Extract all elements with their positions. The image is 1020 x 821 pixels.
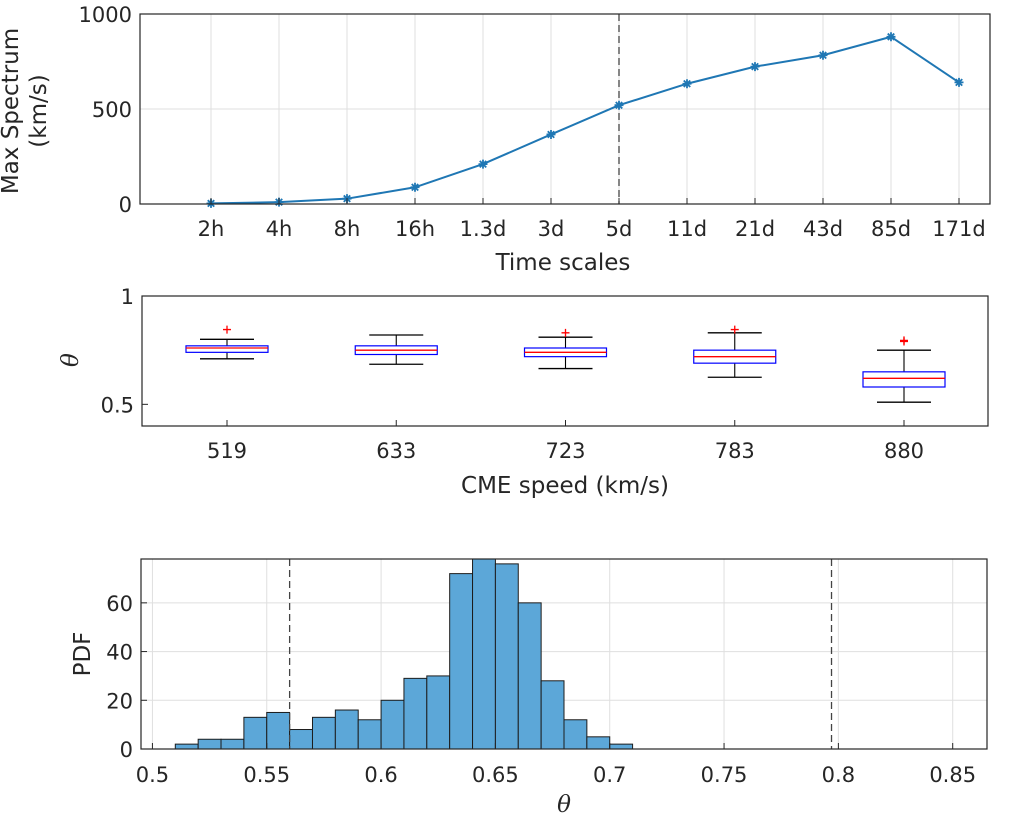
time-scale-line-panel: 2h 4h 8h 16h 1.3d 3d 5d 11d 21d 43d 85d 171d 0 500 100… [0, 3, 991, 276]
histogram-bar [472, 558, 496, 750]
data-point-marker [954, 77, 964, 87]
x-tick-label: 633 [376, 439, 416, 463]
histogram-bar [609, 743, 634, 750]
y-tick-label: 0 [119, 193, 132, 217]
x-tick-label: 0.5 [136, 763, 169, 787]
x-tick-label: 4h [266, 217, 293, 241]
y-axis-label: Max Spectrum(km/s) [0, 28, 52, 194]
x-tick-label: 0.7 [593, 763, 626, 787]
x-tick-label: 85d [871, 217, 911, 241]
histogram-bar [357, 719, 382, 750]
data-point-marker [614, 100, 624, 110]
outlier-marker [561, 328, 570, 337]
x-tick-label: 16h [395, 217, 435, 241]
y-tick-label: 500 [92, 98, 132, 122]
y-axis-label-line: Max Spectrum [0, 28, 24, 194]
y-axis-label: θ [58, 353, 84, 367]
histogram-bar [243, 716, 268, 750]
histogram-bar [311, 716, 336, 750]
data-point-marker [546, 129, 556, 139]
histogram-bar [380, 699, 405, 750]
y-axis-label: PDF [70, 632, 96, 677]
y-tick-label: 1000 [79, 3, 132, 27]
x-tick-label: 5d [606, 217, 633, 241]
histogram-bar [266, 711, 291, 750]
x-tick-label: 0.6 [364, 763, 397, 787]
histogram-bar [517, 602, 542, 750]
histogram-bar [494, 563, 519, 750]
outlier-marker [730, 325, 739, 334]
x-tick-label: 21d [735, 217, 775, 241]
data-point-marker [410, 182, 420, 192]
x-tick-label: 3d [538, 217, 565, 241]
x-tick-label: 0.8 [822, 763, 855, 787]
histogram-bar [563, 719, 588, 750]
histogram-bar [426, 675, 451, 750]
cme-speed-boxplot-panel: 519 633 723 783 880 0.5 1 CME speed (km/s) θ [58, 285, 989, 499]
x-tick-label: 1.3d [460, 217, 507, 241]
histogram-bar [449, 573, 474, 750]
histogram-bar [540, 680, 565, 750]
plot-frame [140, 558, 988, 750]
x-tick-label: 171d [932, 217, 985, 241]
y-tick-label: 0.5 [101, 393, 134, 417]
plot-frame [139, 13, 991, 205]
box [185, 345, 269, 353]
data-point-marker [818, 50, 828, 60]
y-tick-label: 0 [120, 738, 133, 762]
theta-histogram-panel: 0.5 0.55 0.6 0.65 0.7 0.75 0.8 0.85 0 20 40 60 θ PDF [70, 558, 988, 818]
x-tick-label: 0.55 [243, 763, 290, 787]
x-tick-label: 0.85 [929, 763, 976, 787]
x-tick-label: 8h [334, 217, 361, 241]
x-tick-label: 11d [667, 217, 707, 241]
x-tick-label: 519 [207, 439, 247, 463]
histogram-bar [403, 677, 428, 750]
x-axis-label: θ [557, 792, 571, 818]
y-tick-label: 1 [121, 285, 134, 309]
data-point-marker [750, 62, 760, 72]
data-point-marker [478, 159, 488, 169]
x-axis-label: Time scales [495, 250, 631, 276]
y-tick-label: 40 [106, 641, 133, 665]
histogram-bar [289, 729, 313, 750]
y-axis-label-line: (km/s) [26, 74, 52, 147]
histogram-bar [220, 738, 245, 750]
x-axis-label: CME speed (km/s) [461, 473, 669, 499]
y-tick-label: 20 [106, 689, 133, 713]
histogram-bar [174, 743, 199, 750]
x-tick-label: 0.65 [472, 763, 519, 787]
data-point-marker [682, 79, 692, 89]
histogram-bar [197, 738, 222, 750]
x-tick-label: 43d [803, 217, 843, 241]
x-tick-label: 723 [545, 439, 585, 463]
x-tick-label: 880 [884, 439, 924, 463]
data-line [210, 35, 960, 205]
data-point-marker [886, 32, 896, 42]
outlier-marker [900, 336, 908, 345]
x-tick-label: 2h [198, 217, 225, 241]
y-tick-label: 60 [106, 592, 133, 616]
x-tick-label: 783 [715, 439, 755, 463]
box [862, 371, 946, 388]
x-tick-label: 0.75 [701, 763, 748, 787]
histogram-bar [334, 709, 359, 750]
histogram-bar [586, 736, 611, 750]
outlier-marker [223, 325, 231, 334]
